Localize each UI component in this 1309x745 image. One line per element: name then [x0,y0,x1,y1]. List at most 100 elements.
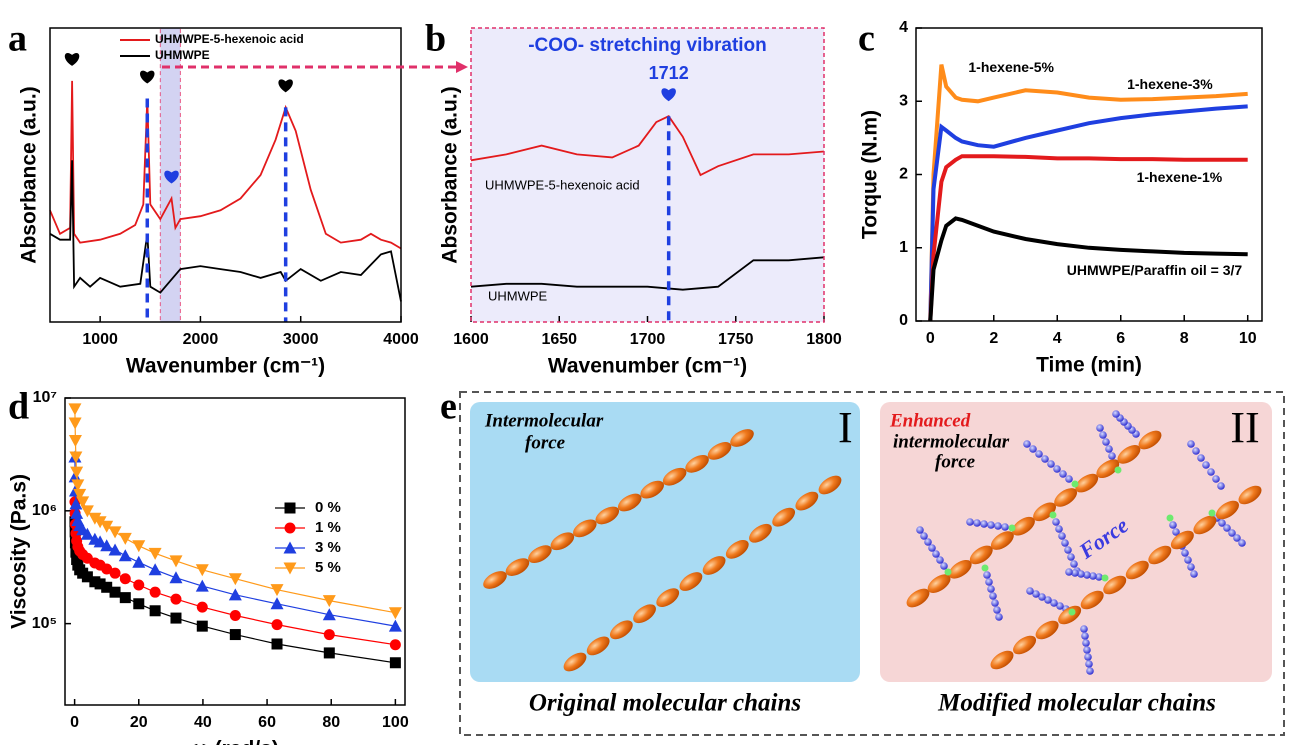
side-bead [1055,525,1063,533]
x-tick-label: 6 [1116,330,1125,347]
bead [948,559,972,579]
note: force [935,451,976,472]
side-bead [1084,653,1092,661]
panel-letter: c [858,18,875,60]
marker [283,541,297,554]
side-bead [1082,639,1090,647]
side-bead [1061,539,1069,547]
bead [1148,545,1172,565]
chains [483,410,1262,675]
panel-letter: b [425,18,446,60]
marker [71,479,85,492]
bead [969,545,993,565]
side-bead [1064,546,1072,554]
bead [1125,560,1149,580]
marker [80,527,94,540]
plot-frame [915,27,1263,322]
bead [1035,620,1059,640]
bead [679,572,703,591]
panel-e-right-bg [880,402,1272,682]
bead [906,588,930,608]
marker [108,543,122,556]
link [1068,608,1076,616]
marker [81,571,93,583]
marker [322,608,336,621]
link [1071,480,1079,488]
marker [100,520,114,533]
side-bead [1071,569,1079,577]
marker [88,512,102,525]
panel-letter: e [440,386,457,428]
x-tick-label: 60 [258,714,276,731]
x-tick-label: 4000 [383,331,419,348]
bead [633,604,656,624]
side-bead [1038,593,1046,601]
bead [772,507,796,527]
link [944,568,952,576]
x-tick-label: 8 [1180,330,1189,347]
side-bead [993,606,1001,614]
plot-frame [64,397,406,706]
x-tick-label: 1800 [806,331,842,348]
side-bead [928,544,936,552]
marker [169,555,183,568]
bead [1075,473,1099,493]
series-line [49,160,402,302]
bead [990,531,1014,550]
marker [389,639,401,651]
marker [133,598,145,610]
marker [388,619,402,632]
panel-e-left-bg [470,402,860,682]
bead [662,467,687,486]
x-tick-label: 0 [70,714,79,731]
bead [1054,488,1078,507]
side-bead [989,592,997,600]
bead [586,636,610,656]
legend-label: UHMWPE-5-hexenoic acid [155,32,304,46]
side-bead [1023,440,1031,448]
side-bead [1223,524,1231,532]
marker [119,573,131,585]
marker [283,562,297,575]
marker [73,488,87,501]
marker [229,610,241,622]
side-bead [1102,438,1110,446]
series-label: 1-hexene-3% [1127,76,1213,92]
side-bead [932,550,940,558]
bead [1103,575,1127,595]
link [1008,524,1016,532]
plot-bg [471,28,824,322]
marker [132,540,146,553]
side-bead [1096,424,1104,432]
marker [271,638,283,650]
side-bead [1105,445,1113,453]
annotation: -COO- stretching vibration [528,35,767,56]
x-axis-label: ω (rad/s) [191,738,279,745]
marker [148,547,162,560]
y-axis-label: Absorbance (a.u.) [18,86,41,263]
side-bead [1099,431,1107,439]
marker [170,593,182,605]
side-bead [1083,571,1091,579]
bead [609,620,633,640]
marker [196,620,208,632]
bead [505,558,530,576]
x-tick-label: 1700 [630,331,666,348]
bead [795,491,819,511]
marker [80,505,94,518]
marker [388,607,402,620]
y-tick-label: 3 [899,92,908,109]
note: intermolecular [893,431,1010,452]
x-tick-label: 1650 [541,331,577,348]
side-bead [1187,563,1195,571]
heart [140,70,155,84]
heart [278,79,293,93]
bead [1080,590,1104,610]
x-tick-label: 1600 [453,331,489,348]
bead [656,588,680,608]
bead [725,539,749,559]
bead [1238,485,1262,505]
marker [119,592,131,604]
marker [323,647,335,659]
bead [1012,516,1035,536]
